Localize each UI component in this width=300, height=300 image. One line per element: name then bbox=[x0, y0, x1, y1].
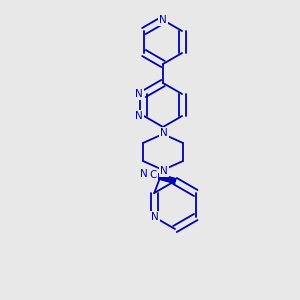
Text: N: N bbox=[159, 15, 167, 25]
Text: N: N bbox=[160, 166, 168, 176]
Text: N: N bbox=[135, 89, 143, 99]
Text: N: N bbox=[160, 128, 168, 138]
Text: C: C bbox=[149, 170, 157, 180]
Text: N: N bbox=[135, 111, 143, 121]
Text: N: N bbox=[151, 212, 159, 222]
Text: N: N bbox=[140, 169, 148, 179]
